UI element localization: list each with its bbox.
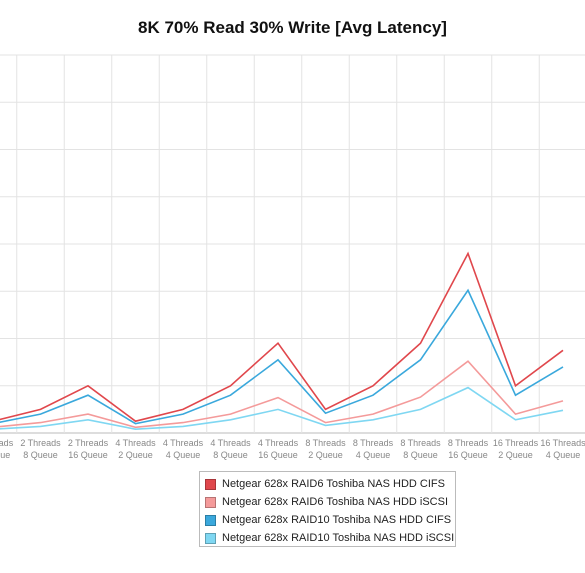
x-tick-label: 1 Threads 1 Queue: [0, 438, 14, 460]
x-tick-label: 4 Threads 8 Queue: [210, 438, 251, 460]
x-tick-label-line: 4 Threads: [163, 438, 204, 448]
x-tick-label-line: 8 Queue: [23, 450, 58, 460]
x-tick-label-line: 2 Queue: [498, 450, 533, 460]
legend-item-4: Netgear 628x RAID10 Toshiba NAS HDD iSCS…: [205, 529, 455, 547]
x-tick-label: 8 Threads 4 Queue: [353, 438, 394, 460]
x-tick-label: 4 Threads 2 Queue: [115, 438, 156, 460]
x-tick-label: 8 Threads 2 Queue: [305, 438, 346, 460]
x-tick-label: 16 Threads 2 Queue: [493, 438, 539, 460]
x-tick-label-line: 8 Threads: [448, 438, 489, 448]
x-tick-label: 2 Threads 16 Queue: [68, 438, 109, 460]
chart-legend: Netgear 628x RAID6 Toshiba NAS HDD CIFS N…: [199, 471, 456, 547]
legend-item-1: Netgear 628x RAID6 Toshiba NAS HDD CIFS: [205, 475, 455, 493]
x-tick-label-line: 4 Threads: [210, 438, 251, 448]
x-tick-label-line: 4 Threads: [258, 438, 299, 448]
chart-title: 8K 70% Read 30% Write [Avg Latency]: [138, 18, 447, 37]
x-tick-label-line: 2 Threads: [20, 438, 61, 448]
x-tick-label-line: 8 Queue: [403, 450, 438, 460]
legend-label: Netgear 628x RAID10 Toshiba NAS HDD CIFS: [222, 514, 452, 526]
x-tick-label-line: 4 Queue: [166, 450, 201, 460]
legend-label: Netgear 628x RAID6 Toshiba NAS HDD CIFS: [222, 478, 445, 490]
legend-swatch: [205, 532, 216, 544]
x-tick-label-line: 2 Queue: [308, 450, 343, 460]
x-tick-label-line: 16 Queue: [448, 450, 488, 460]
x-tick-label: 16 Threads 4 Queue: [540, 438, 585, 460]
legend-item-3: Netgear 628x RAID10 Toshiba NAS HDD CIFS: [205, 511, 455, 529]
series-line-4: [0, 386, 564, 431]
x-tick-label-line: 4 Threads: [115, 438, 156, 448]
x-tick-label-line: 8 Threads: [305, 438, 346, 448]
x-tick-label-line: 8 Threads: [353, 438, 394, 448]
legend-label: Netgear 628x RAID6 Toshiba NAS HDD iSCSI: [222, 496, 449, 508]
legend-label: Netgear 628x RAID10 Toshiba NAS HDD iSCS…: [222, 532, 455, 544]
series-line-3: [0, 288, 564, 425]
x-tick-label: 4 Threads 4 Queue: [163, 438, 204, 460]
legend-swatch: [205, 496, 216, 508]
x-tick-label-line: 16 Queue: [258, 450, 298, 460]
x-tick-label-line: 16 Queue: [68, 450, 108, 460]
x-tick-label-line: 2 Threads: [68, 438, 109, 448]
x-tick-label: 4 Threads 16 Queue: [258, 438, 299, 460]
x-tick-label: 8 Threads 8 Queue: [400, 438, 441, 460]
legend-swatch: [205, 478, 216, 490]
legend-item-2: Netgear 628x RAID6 Toshiba NAS HDD iSCSI: [205, 493, 455, 511]
series-line-1: [0, 251, 564, 423]
x-tick-label-line: 16 Threads: [540, 438, 585, 448]
x-tick-label-line: 8 Threads: [400, 438, 441, 448]
x-tick-label-line: 1 Queue: [0, 450, 10, 460]
x-tick-label-line: 1 Threads: [0, 438, 14, 448]
x-tick-label: 2 Threads 8 Queue: [20, 438, 61, 460]
legend-swatch: [205, 514, 216, 526]
x-tick-label-line: 4 Queue: [356, 450, 391, 460]
x-tick-label-line: 16 Threads: [493, 438, 539, 448]
x-tick-label-line: 2 Queue: [118, 450, 153, 460]
x-tick-label-line: 8 Queue: [213, 450, 248, 460]
x-tick-label-line: 4 Queue: [546, 450, 581, 460]
x-tick-label: 8 Threads 16 Queue: [448, 438, 489, 460]
series-line-2: [0, 360, 564, 429]
